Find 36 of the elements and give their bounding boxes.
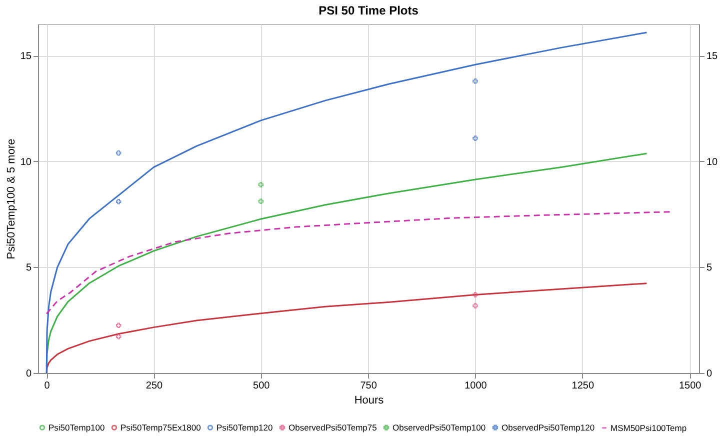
y-tick-label: 0: [26, 368, 32, 380]
legend-label: MSM50Psi100Temp: [610, 422, 687, 433]
y2-tick-label: 10: [706, 156, 718, 168]
legend-label: ObservedPsi50Temp75: [288, 422, 378, 433]
y2-tick-label: 5: [706, 262, 712, 274]
point: [472, 78, 478, 84]
legend-label: ObservedPsi50Temp120: [502, 422, 595, 433]
point: [116, 334, 122, 340]
y-tick-label: 15: [20, 51, 32, 62]
point: [472, 303, 478, 308]
legend-label: Psi50Temp120: [216, 422, 273, 433]
point: [258, 198, 264, 204]
y-axis-title: Psi50Temp100 & 5 more: [5, 138, 18, 260]
point: [116, 322, 122, 328]
x-axis-title: Hours: [354, 394, 384, 406]
legend-label: ObservedPsi50Temp100: [392, 422, 486, 433]
point: [472, 292, 478, 298]
x-tick-label: 750: [360, 380, 378, 392]
point: [116, 150, 122, 156]
point: [472, 136, 478, 141]
y2-tick-label: 15: [706, 51, 718, 62]
y-tick-label: 10: [20, 156, 32, 168]
line-series: [46, 32, 648, 374]
y-tick-label: 5: [26, 262, 32, 274]
point: [116, 199, 122, 204]
x-tick-label: 1000: [464, 380, 488, 392]
x-tick-label: 500: [253, 380, 270, 392]
x-tick-label: 1500: [678, 380, 702, 392]
x-tick-label: 250: [146, 380, 164, 392]
legend-label: Psi50Temp100: [48, 422, 105, 433]
x-tick-label: 1250: [572, 380, 594, 392]
legend-label: Psi50Temp75Ex1800: [120, 422, 202, 433]
y2-tick-label: 0: [706, 368, 712, 380]
point: [258, 182, 264, 188]
chart-title: PSI 50 Time Plots: [318, 3, 419, 18]
x-tick-label: 0: [44, 380, 50, 392]
